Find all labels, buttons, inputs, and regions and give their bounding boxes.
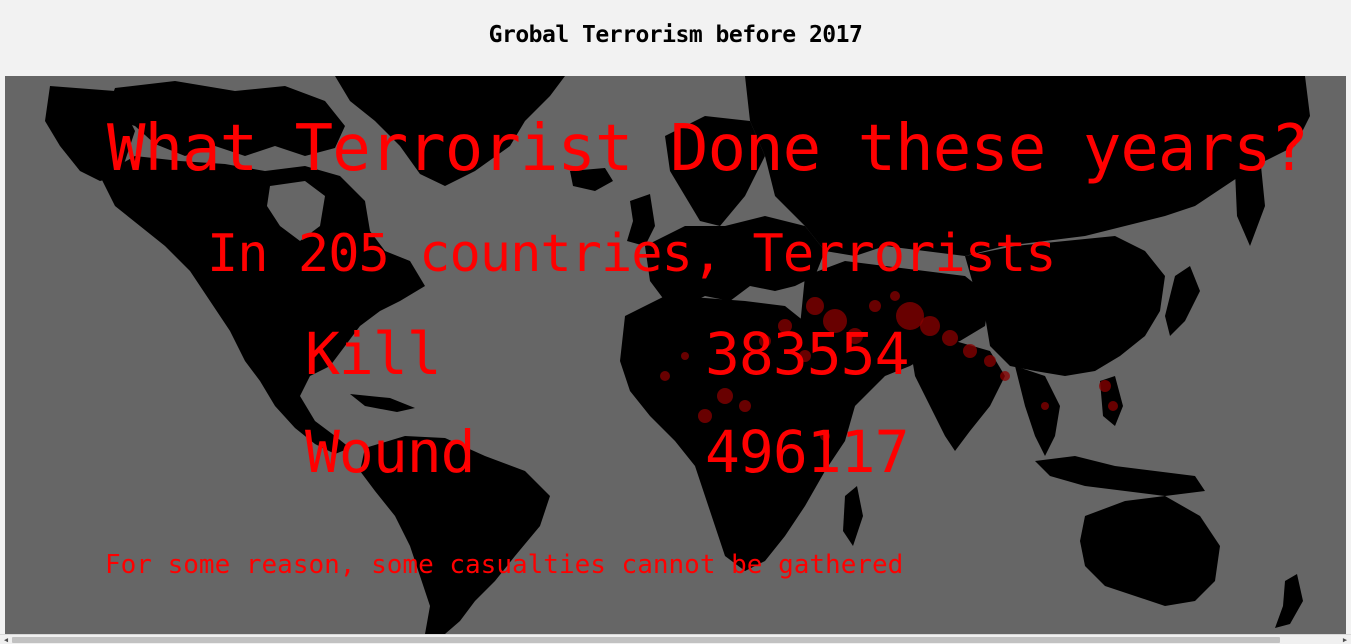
land-russia	[745, 76, 1310, 256]
subheadline: In 205 countries, Terrorists	[207, 224, 1057, 284]
land-kamchatka	[1235, 156, 1265, 246]
footnote: For some reason, some casualties cannot …	[105, 550, 904, 580]
land-arctic-canada	[105, 81, 345, 156]
scrollbar-thumb[interactable]	[12, 637, 1280, 643]
incident-markers	[660, 291, 1118, 441]
world-map-canvas	[5, 76, 1346, 634]
land-europe	[645, 216, 825, 306]
land-australia	[1080, 496, 1220, 606]
land-greenland	[335, 76, 565, 186]
world-map[interactable]: What Terrorist Done these years? In 205 …	[5, 76, 1346, 634]
header: Grobal Terrorism before 2017	[0, 0, 1351, 76]
land-middle-east	[800, 261, 990, 411]
water-hudson-bay	[267, 181, 325, 241]
land-iceland	[570, 168, 613, 191]
land-new-zealand	[1275, 574, 1303, 628]
kill-label: Kill	[305, 320, 442, 388]
land-africa	[620, 296, 855, 571]
land-alaska	[45, 86, 135, 181]
chevron-left-icon[interactable]: ◀	[3, 636, 9, 644]
land-madagascar	[843, 486, 863, 546]
land-britain	[627, 194, 655, 246]
horizontal-scrollbar[interactable]: ◀ ▶	[0, 634, 1351, 644]
kill-value: 383554	[705, 320, 910, 388]
wound-label: Wound	[305, 418, 476, 486]
land-east-asia	[965, 236, 1165, 376]
land-scandinavia	[665, 116, 765, 226]
land-southeast-asia	[1015, 366, 1060, 456]
page-title: Grobal Terrorism before 2017	[488, 22, 863, 48]
chevron-right-icon[interactable]: ▶	[1342, 636, 1348, 644]
land-india	[910, 341, 1005, 451]
land-japan	[1165, 266, 1200, 336]
land-north-america	[100, 156, 425, 454]
wound-value: 496117	[705, 418, 910, 486]
headline: What Terrorist Done these years?	[107, 112, 1309, 186]
land-indonesia	[1035, 456, 1205, 496]
land-caribbean	[350, 394, 415, 412]
land-south-america	[360, 436, 550, 634]
